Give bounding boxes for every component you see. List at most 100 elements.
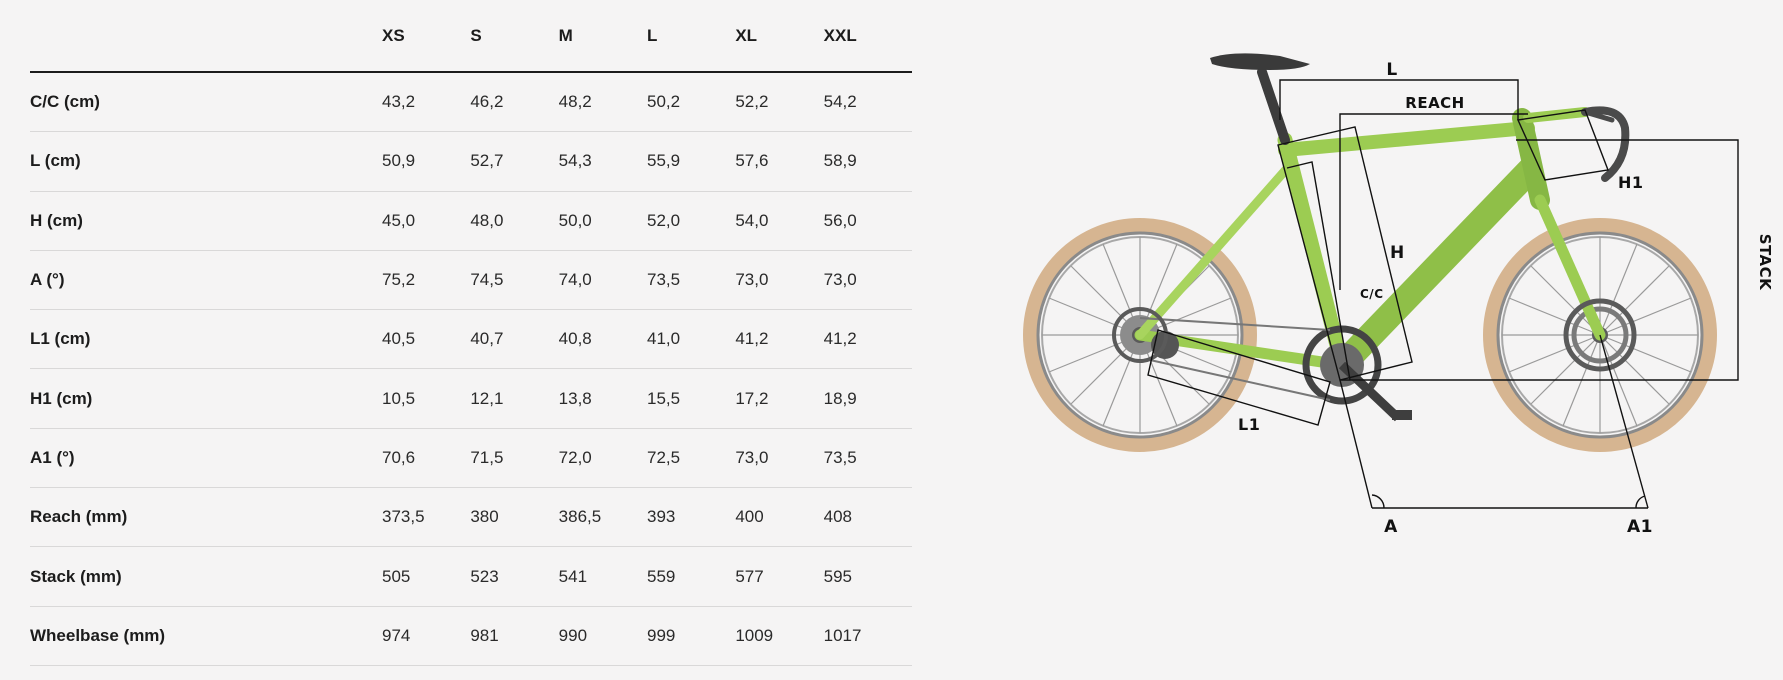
table-cell: 75,2 — [382, 250, 471, 311]
table-cell: 45,0 — [382, 191, 471, 251]
table-cell: 50,2 — [646, 72, 736, 133]
table-cell: 577 — [735, 546, 824, 607]
size-header-s: S — [470, 0, 559, 73]
table-cell: 974 — [382, 606, 471, 666]
table-cell: 52,2 — [735, 72, 824, 133]
table-row: C/C (cm) 43,2 46,2 48,2 50,2 52,2 54,2 — [30, 72, 912, 133]
table-row: H1 (cm) 10,5 12,1 13,8 15,5 17,2 18,9 — [30, 368, 912, 429]
table-cell: 52,7 — [470, 131, 559, 192]
saddle — [1210, 53, 1310, 70]
table-cell: 41,2 — [735, 309, 824, 370]
table-cell: 73,5 — [646, 250, 736, 311]
table-cell: 12,1 — [470, 368, 559, 429]
table-cell: 50,0 — [558, 191, 647, 251]
table-cell: 40,8 — [558, 309, 647, 370]
header-corner — [30, 0, 382, 73]
table-cell: 408 — [823, 487, 912, 548]
table-row: A1 (°) 70,6 71,5 72,0 72,5 73,0 73,5 — [30, 428, 912, 489]
row-label: C/C (cm) — [30, 72, 382, 133]
table-row: L (cm) 50,9 52,7 54,3 55,9 57,6 58,9 — [30, 131, 912, 192]
row-label: Stack (mm) — [30, 546, 382, 607]
label-h: H — [1390, 243, 1405, 263]
size-header-xs: XS — [382, 0, 471, 73]
table-cell: 71,5 — [470, 428, 559, 489]
table-cell: 40,5 — [382, 309, 471, 370]
table-cell: 70,6 — [382, 428, 471, 489]
size-header-xxl: XXL — [823, 0, 912, 73]
table-cell: 52,0 — [646, 191, 736, 251]
table-cell: 380 — [470, 487, 559, 548]
table-cell: 54,3 — [558, 131, 647, 192]
label-a: A — [1384, 517, 1398, 537]
table-cell: 41,2 — [823, 309, 912, 370]
table-cell: 54,0 — [735, 191, 824, 251]
table-cell: 74,0 — [558, 250, 647, 311]
row-label: H (cm) — [30, 191, 382, 251]
table-row: H (cm) 45,0 48,0 50,0 52,0 54,0 56,0 — [30, 191, 912, 251]
row-label: Wheelbase (mm) — [30, 606, 382, 666]
table-cell: 523 — [470, 546, 559, 607]
bike-geometry-diagram: L REACH H1 H C/C STACK L1 A A1 — [1023, 53, 1774, 537]
table-cell: 55,9 — [646, 131, 736, 192]
table-cell: 505 — [382, 546, 471, 607]
row-label: A (°) — [30, 250, 382, 311]
table-cell: 386,5 — [558, 487, 647, 548]
table-row: Stack (mm) 505 523 541 559 577 595 — [30, 546, 912, 607]
label-h1: H1 — [1618, 173, 1644, 192]
table-cell: 54,2 — [823, 72, 912, 133]
row-label: L1 (cm) — [30, 309, 382, 370]
bike-frame — [1134, 67, 1630, 378]
table-cell: 17,2 — [735, 368, 824, 429]
table-cell: 74,5 — [470, 250, 559, 311]
label-l1: L1 — [1238, 415, 1260, 434]
table-cell: 48,0 — [470, 191, 559, 251]
label-reach: REACH — [1405, 94, 1464, 112]
table-cell: 73,0 — [735, 250, 824, 311]
table-cell: 999 — [646, 606, 736, 666]
table-row: Reach (mm) 373,5 380 386,5 393 400 408 — [30, 487, 912, 548]
table-cell: 73,0 — [823, 250, 912, 311]
table-cell: 400 — [735, 487, 824, 548]
row-label: Reach (mm) — [30, 487, 382, 548]
label-cc: C/C — [1360, 287, 1384, 301]
table-cell: 1009 — [735, 606, 824, 666]
table-cell: 15,5 — [646, 368, 736, 429]
table-cell: 50,9 — [382, 131, 471, 192]
size-header-m: M — [558, 0, 647, 73]
table-cell: 43,2 — [382, 72, 471, 133]
brake-rotors — [1112, 298, 1637, 372]
table-cell: 559 — [646, 546, 736, 607]
table-cell: 41,0 — [646, 309, 736, 370]
table-header-row: XS S M L XL XXL — [30, 0, 912, 73]
table-cell: 72,0 — [558, 428, 647, 489]
table-cell: 541 — [558, 546, 647, 607]
size-header-xl: XL — [735, 0, 824, 73]
table-cell: 981 — [470, 606, 559, 666]
dimension-lines — [1147, 79, 1739, 509]
table-row: A (°) 75,2 74,5 74,0 73,5 73,0 73,0 — [30, 250, 912, 311]
table-row: L1 (cm) 40,5 40,7 40,8 41,0 41,2 41,2 — [30, 309, 912, 370]
size-header-l: L — [646, 0, 736, 73]
label-a1: A1 — [1627, 517, 1653, 537]
table-cell: 57,6 — [735, 131, 824, 192]
table-cell: 10,5 — [382, 368, 471, 429]
table-cell: 73,0 — [735, 428, 824, 489]
geometry-table: XS S M L XL XXL C/C (cm) 43,2 46,2 48,2 … — [30, 0, 912, 666]
table-cell: 56,0 — [823, 191, 912, 251]
table-cell: 18,9 — [823, 368, 912, 429]
table-cell: 46,2 — [470, 72, 559, 133]
table-cell: 72,5 — [646, 428, 736, 489]
row-label: L (cm) — [30, 131, 382, 192]
label-l: L — [1386, 60, 1397, 80]
table-cell: 58,9 — [823, 131, 912, 192]
table-cell: 48,2 — [558, 72, 647, 133]
table-cell: 1017 — [823, 606, 912, 666]
table-cell: 373,5 — [382, 487, 471, 548]
table-cell: 13,8 — [558, 368, 647, 429]
table-cell: 990 — [558, 606, 647, 666]
row-label: A1 (°) — [30, 428, 382, 489]
table-cell: 73,5 — [823, 428, 912, 489]
label-stack: STACK — [1756, 234, 1774, 291]
row-label: H1 (cm) — [30, 368, 382, 429]
table-cell: 393 — [646, 487, 736, 548]
